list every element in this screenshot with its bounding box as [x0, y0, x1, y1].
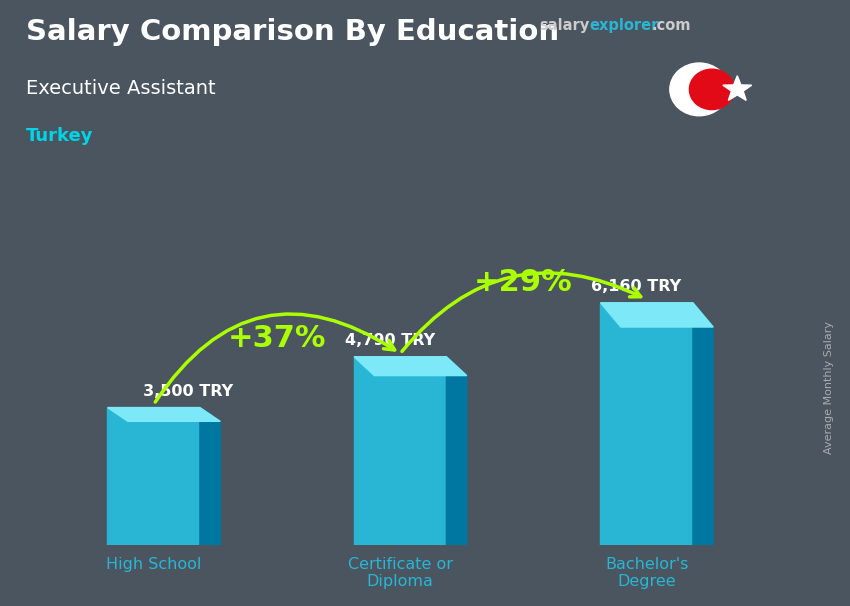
Polygon shape	[200, 408, 220, 545]
Polygon shape	[722, 76, 751, 101]
Text: 3,500 TRY: 3,500 TRY	[144, 384, 234, 399]
Text: +29%: +29%	[474, 268, 573, 297]
Text: 4,790 TRY: 4,790 TRY	[345, 333, 435, 348]
Polygon shape	[446, 357, 467, 545]
Polygon shape	[600, 303, 713, 327]
Circle shape	[689, 69, 734, 110]
Text: Salary Comparison By Education: Salary Comparison By Education	[26, 18, 558, 46]
Text: salary: salary	[540, 18, 590, 33]
Polygon shape	[354, 357, 446, 545]
Polygon shape	[600, 303, 693, 545]
Text: Executive Assistant: Executive Assistant	[26, 79, 215, 98]
Text: explorer: explorer	[589, 18, 659, 33]
Text: +37%: +37%	[228, 324, 326, 353]
Text: Average Monthly Salary: Average Monthly Salary	[824, 321, 834, 454]
Circle shape	[670, 63, 728, 116]
Polygon shape	[693, 303, 713, 545]
Text: .com: .com	[651, 18, 690, 33]
Text: 6,160 TRY: 6,160 TRY	[592, 279, 682, 294]
Text: Turkey: Turkey	[26, 127, 93, 145]
Polygon shape	[107, 408, 220, 421]
Polygon shape	[107, 408, 200, 545]
Polygon shape	[354, 357, 467, 376]
